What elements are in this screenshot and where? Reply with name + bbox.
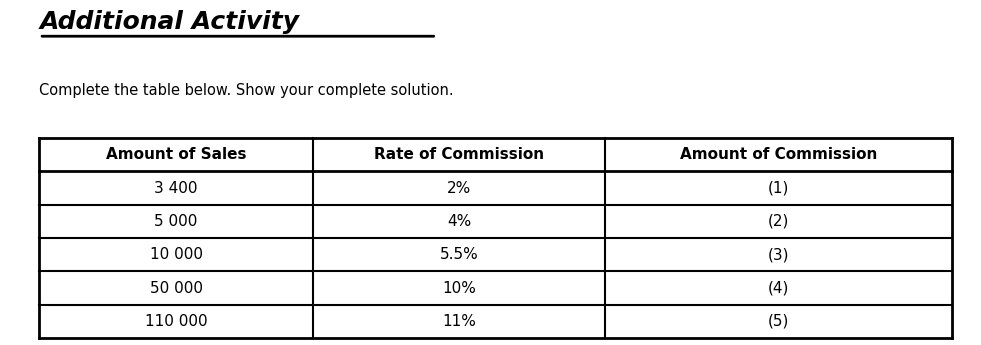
Text: 110 000: 110 000 — [145, 314, 207, 329]
Text: Additional Activity: Additional Activity — [39, 10, 299, 34]
Text: 3 400: 3 400 — [154, 180, 198, 196]
Text: Amount of Sales: Amount of Sales — [106, 147, 246, 162]
Text: 4%: 4% — [446, 214, 471, 229]
Text: Rate of Commission: Rate of Commission — [374, 147, 544, 162]
Text: 11%: 11% — [442, 314, 476, 329]
Text: 5.5%: 5.5% — [439, 247, 479, 262]
Text: Amount of Commission: Amount of Commission — [680, 147, 877, 162]
Text: (5): (5) — [767, 314, 789, 329]
Text: 50 000: 50 000 — [149, 280, 203, 296]
Text: Complete the table below. Show your complete solution.: Complete the table below. Show your comp… — [39, 83, 454, 98]
Text: (2): (2) — [767, 214, 789, 229]
Text: 5 000: 5 000 — [154, 214, 198, 229]
Text: 10%: 10% — [442, 280, 476, 296]
Text: (3): (3) — [767, 247, 789, 262]
Text: (1): (1) — [767, 180, 789, 196]
Text: 2%: 2% — [446, 180, 471, 196]
Text: (4): (4) — [767, 280, 789, 296]
Text: 10 000: 10 000 — [149, 247, 203, 262]
